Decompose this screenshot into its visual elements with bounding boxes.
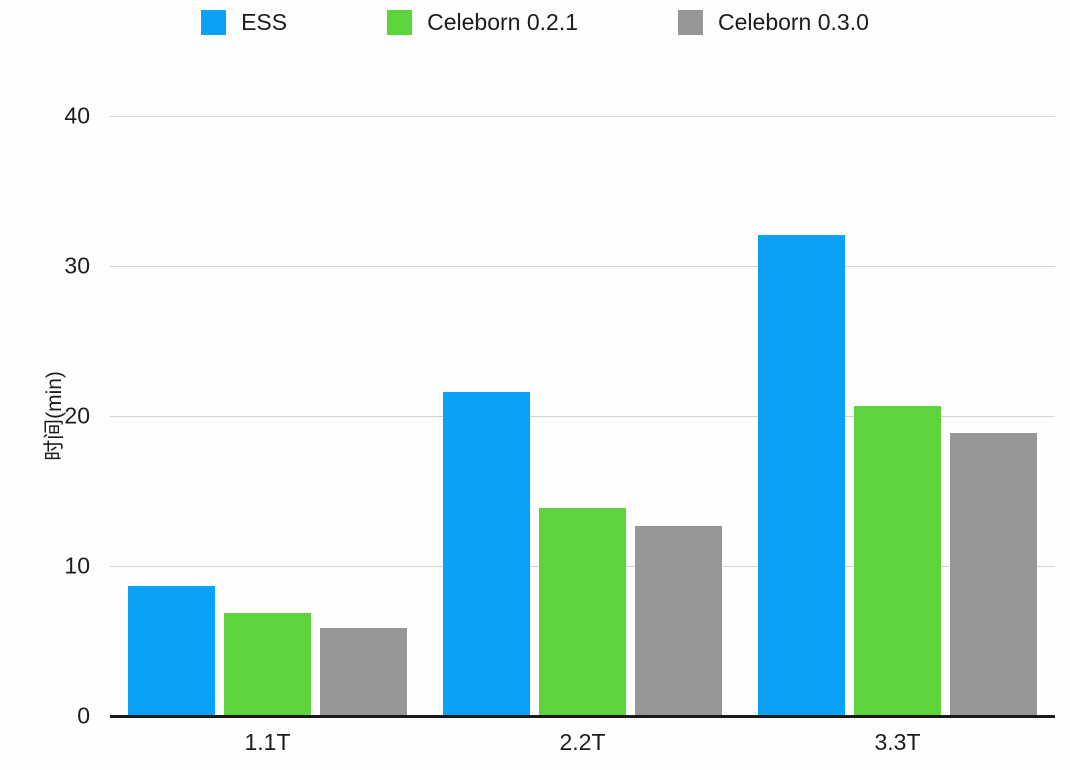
y-tick-label-10: 10: [64, 552, 90, 579]
x-category-label-1-1t: 1.1T: [244, 729, 291, 755]
legend-swatch-celeborn-0-2-1: [387, 10, 413, 35]
legend-swatch-ess: [201, 10, 227, 35]
bar-ess-2-2t: [443, 392, 530, 716]
bar-ess-1-1t: [128, 585, 215, 716]
legend-label-celeborn-0-2-1: Celeborn 0.2.1: [427, 9, 579, 35]
gridline-40: [110, 116, 1055, 117]
y-tick-label-30: 30: [64, 252, 90, 279]
chart-legend: ESS Celeborn 0.2.1 Celeborn 0.3.0: [0, 10, 1070, 35]
gridline-20: [110, 416, 1055, 417]
bar-celeborn-0-2-1-1-1t: [224, 612, 311, 716]
x-axis-line: [110, 715, 1055, 718]
y-tick-label-0: 0: [77, 702, 90, 729]
gridline-30: [110, 266, 1055, 267]
legend-item-celeborn-0-3-0: Celeborn 0.3.0: [678, 10, 869, 35]
legend-item-ess: ESS: [201, 10, 287, 35]
legend-swatch-celeborn-0-3-0: [678, 10, 704, 35]
legend-item-celeborn-0-2-1: Celeborn 0.2.1: [387, 10, 578, 35]
legend-label-ess: ESS: [241, 9, 288, 35]
x-category-label-3-3t: 3.3T: [874, 729, 921, 755]
bar-celeborn-0-2-1-3-3t: [854, 405, 941, 716]
y-tick-label-40: 40: [64, 102, 90, 129]
x-category-label-2-2t: 2.2T: [559, 729, 606, 755]
bar-celeborn-0-2-1-2-2t: [539, 507, 626, 716]
y-tick-label-20: 20: [64, 402, 90, 429]
bar-celeborn-0-3-0-3-3t: [950, 432, 1037, 716]
legend-label-celeborn-0-3-0: Celeborn 0.3.0: [718, 9, 869, 35]
bar-ess-3-3t: [758, 234, 845, 716]
bar-celeborn-0-3-0-1-1t: [320, 627, 407, 716]
bar-celeborn-0-3-0-2-2t: [635, 525, 722, 716]
